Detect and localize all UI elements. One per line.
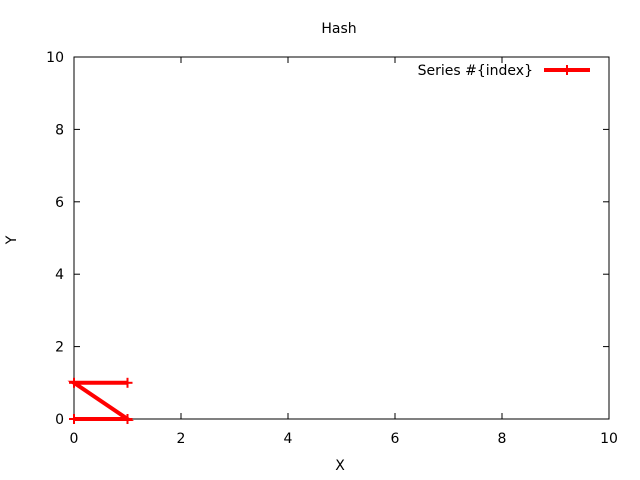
y-axis-ticks: 0 2 4 6 8 10	[46, 50, 609, 428]
x-tick-label: 0	[70, 431, 79, 447]
y-tick-label: 10	[46, 50, 64, 66]
x-tick-label: 10	[600, 431, 618, 447]
legend: Series #{index}	[418, 63, 590, 79]
x-tick-label: 8	[498, 431, 507, 447]
x-tick-label: 4	[284, 431, 293, 447]
plot-frame	[73, 56, 610, 420]
x-axis-label: X	[335, 458, 345, 474]
chart-title: Hash	[321, 21, 356, 37]
legend-swatch	[544, 65, 590, 75]
y-tick-label: 0	[55, 412, 64, 428]
y-tick-label: 4	[55, 267, 64, 283]
x-axis-ticks: 0 2 4 6 8 10	[70, 57, 618, 447]
series-layer	[67, 377, 135, 424]
legend-label: Series #{index}	[418, 63, 533, 79]
y-tick-label: 6	[55, 195, 64, 211]
series-line	[67, 380, 135, 421]
y-tick-label: 8	[55, 122, 64, 138]
x-tick-label: 6	[391, 431, 400, 447]
y-tick-label: 2	[55, 340, 64, 356]
y-axis-label: Y	[4, 235, 20, 245]
x-tick-label: 2	[177, 431, 186, 447]
